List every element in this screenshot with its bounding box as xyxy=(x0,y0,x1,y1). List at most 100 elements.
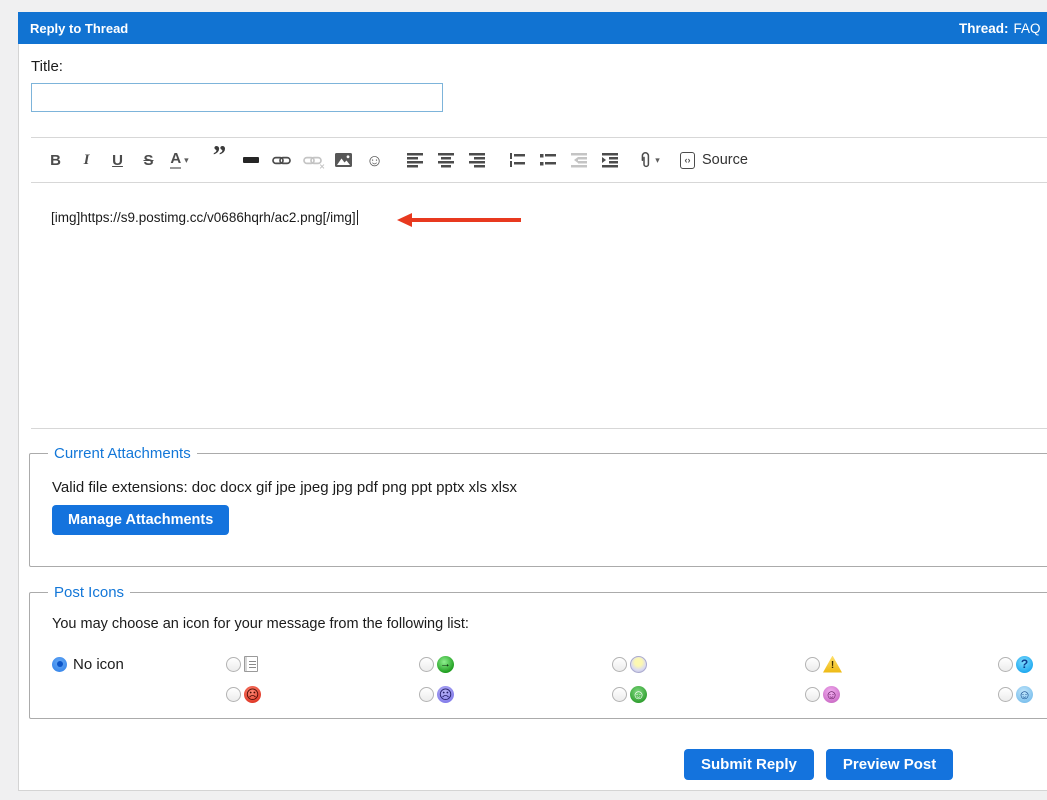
source-button[interactable]: ‹› Source xyxy=(680,147,748,173)
form-actions: Submit Reply Preview Post xyxy=(684,749,954,780)
post-icons-column: ☺ xyxy=(612,649,805,709)
post-icons-grid: No icon ☹ → xyxy=(52,649,1047,709)
rich-text-editor: B I U S A ▾ ” ✕ ☺ xyxy=(31,137,1047,429)
editor-content-area[interactable]: [img]https://s9.postimg.cc/v0686hqrh/ac2… xyxy=(31,183,1047,429)
radio-post[interactable] xyxy=(226,656,241,672)
align-right-button[interactable] xyxy=(464,147,489,173)
wink-face-icon: ☺ xyxy=(1016,685,1033,703)
post-icon-option-wink[interactable]: ☺ xyxy=(998,679,1047,709)
radio-question[interactable] xyxy=(998,656,1013,672)
numbered-list-button[interactable] xyxy=(504,147,529,173)
radio-smile[interactable] xyxy=(805,686,820,702)
unlink-x-mark: ✕ xyxy=(319,164,325,171)
post-icon-option-frown[interactable]: ☹ xyxy=(419,679,612,709)
post-icons-fieldset: Post Icons You may choose an icon for yo… xyxy=(29,584,1047,719)
post-icon-option-smile[interactable]: ☺ xyxy=(805,679,998,709)
post-icon-option-post[interactable] xyxy=(226,649,419,679)
radio-wink[interactable] xyxy=(998,686,1013,702)
editor-toolbar: B I U S A ▾ ” ✕ ☺ xyxy=(31,137,1047,183)
post-icon-option-biggrin[interactable]: ☺ xyxy=(612,679,805,709)
insert-image-button[interactable] xyxy=(331,147,356,173)
thread-reference: Thread: FAQ xyxy=(959,12,1041,44)
horizontal-rule-button[interactable] xyxy=(238,147,263,173)
title-input[interactable] xyxy=(31,83,443,112)
manage-attachments-button[interactable]: Manage Attachments xyxy=(52,505,230,535)
radio-biggrin[interactable] xyxy=(612,686,627,702)
underline-button[interactable]: U xyxy=(105,147,130,173)
strikethrough-button[interactable]: S xyxy=(136,147,161,173)
align-center-button[interactable] xyxy=(433,147,458,173)
insert-link-button[interactable] xyxy=(269,147,294,173)
post-icon-option-question[interactable]: ? xyxy=(998,649,1047,679)
paperclip-icon xyxy=(641,151,650,167)
italic-button[interactable]: I xyxy=(74,147,99,173)
radio-arrow[interactable] xyxy=(419,656,434,672)
arrow-right-icon: → xyxy=(437,655,454,673)
increase-indent-button[interactable] xyxy=(597,147,622,173)
valid-extensions-text: Valid file extensions: doc docx gif jpe … xyxy=(52,479,517,496)
bulleted-list-button[interactable] xyxy=(535,147,560,173)
post-icons-column: No icon xyxy=(52,649,226,709)
bold-button[interactable]: B xyxy=(43,147,68,173)
post-icons-instruction: You may choose an icon for your message … xyxy=(52,616,469,632)
radio-mad[interactable] xyxy=(226,686,241,702)
post-icons-column: ? ☺ xyxy=(998,649,1047,709)
horizontal-rule-icon xyxy=(242,157,259,163)
thread-name[interactable]: FAQ xyxy=(1013,20,1041,36)
biggrin-face-icon: ☺ xyxy=(630,685,647,703)
insert-smiley-button[interactable]: ☺ xyxy=(362,147,387,173)
frown-face-icon: ☹ xyxy=(437,685,454,703)
panel-header: Reply to Thread Thread: FAQ xyxy=(18,12,1047,44)
warning-triangle-icon: ! xyxy=(823,655,842,673)
post-icons-column: ! ☺ xyxy=(805,649,998,709)
decrease-indent-icon xyxy=(570,152,587,168)
mad-face-icon: ☹ xyxy=(244,685,261,703)
post-icon-option-mad[interactable]: ☹ xyxy=(226,679,419,709)
preview-post-button[interactable]: Preview Post xyxy=(825,749,954,780)
attachment-button[interactable]: ▾ xyxy=(637,147,662,173)
align-right-icon xyxy=(468,152,485,168)
image-icon xyxy=(335,153,352,167)
no-icon-label: No icon xyxy=(73,655,124,673)
increase-indent-icon xyxy=(601,152,618,168)
bulleted-list-icon xyxy=(539,152,556,168)
decrease-indent-button[interactable] xyxy=(566,147,591,173)
post-icon-option-warning[interactable]: ! xyxy=(805,649,998,679)
chevron-down-icon: ▾ xyxy=(184,154,189,165)
post-icons-empty-cell xyxy=(52,679,226,709)
radio-lightbulb[interactable] xyxy=(612,656,627,672)
bbcode-text: [img]https://s9.postimg.cc/v0686hqrh/ac2… xyxy=(51,210,356,225)
smiley-icon: ☺ xyxy=(365,150,384,170)
submit-reply-button[interactable]: Submit Reply xyxy=(684,749,814,780)
smile-face-icon: ☺ xyxy=(823,685,840,703)
link-icon xyxy=(272,156,291,164)
post-icon-option-arrow[interactable]: → xyxy=(419,649,612,679)
text-color-button[interactable]: A ▾ xyxy=(167,147,192,173)
arrow-line xyxy=(411,218,521,222)
post-icon-option-lightbulb[interactable] xyxy=(612,649,805,679)
text-cursor xyxy=(356,210,358,225)
annotation-arrow xyxy=(397,213,521,227)
align-left-button[interactable] xyxy=(402,147,427,173)
chevron-down-icon: ▾ xyxy=(655,154,660,165)
post-icons-column: ☹ xyxy=(226,649,419,709)
radio-warning[interactable] xyxy=(805,656,820,672)
post-icons-column: → ☹ xyxy=(419,649,612,709)
source-label: Source xyxy=(702,152,748,168)
unlink-button[interactable]: ✕ xyxy=(300,147,325,173)
attachments-legend: Current Attachments xyxy=(54,445,191,462)
align-left-icon xyxy=(406,152,423,168)
text-color-icon: A xyxy=(170,150,182,169)
italic-icon: I xyxy=(83,151,90,168)
post-icon-option-no-icon[interactable]: No icon xyxy=(52,649,226,679)
thread-label: Thread: xyxy=(959,20,1009,36)
radio-frown[interactable] xyxy=(419,686,434,702)
page-title: Reply to Thread xyxy=(30,20,129,36)
underline-icon: U xyxy=(112,151,123,169)
bold-icon: B xyxy=(50,151,61,169)
reply-panel: Reply to Thread Thread: FAQ Title: B I U… xyxy=(18,12,1047,791)
blockquote-button[interactable]: ” xyxy=(207,142,232,173)
radio-no-icon[interactable] xyxy=(52,656,67,672)
source-icon: ‹› xyxy=(680,151,695,169)
post-icons-legend: Post Icons xyxy=(54,584,125,601)
